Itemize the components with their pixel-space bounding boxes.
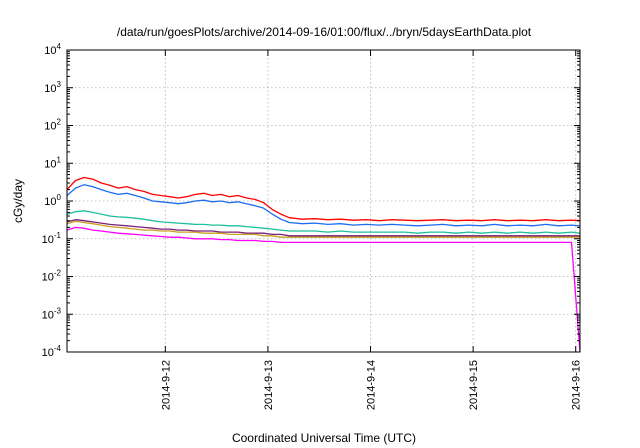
series-line-3 xyxy=(66,210,581,234)
x-tick-label: 2014-9-12 xyxy=(160,360,172,410)
y-tick-label: 104 xyxy=(44,42,61,57)
x-tick-label: 2014-9-15 xyxy=(468,360,480,410)
x-axis-ticks: 2014-9-12 2014-9-13 2014-9-14 2014-9-15 2014… xyxy=(160,50,583,410)
y-axis-ticks: 10-4 10-3 10-2 10-1 100 101 102 103 104 xyxy=(42,42,580,359)
series-line-6 xyxy=(66,226,581,353)
y-tick-label: 10-1 xyxy=(42,231,62,246)
grid-lines xyxy=(67,50,580,352)
series-line-1 xyxy=(66,176,581,222)
chart-title: /data/run/goesPlots/archive/2014-09-16/0… xyxy=(117,25,532,39)
y-tick-label: 10-3 xyxy=(42,306,62,321)
series-line-2 xyxy=(66,184,581,227)
x-axis-label: Coordinated Universal Time (UTC) xyxy=(232,431,416,445)
x-tick-label: 2014-9-14 xyxy=(366,360,378,410)
y-tick-label: 101 xyxy=(44,155,61,170)
y-axis-label: cGy/day xyxy=(11,179,25,223)
x-tick-label: 2014-9-13 xyxy=(263,360,275,410)
y-tick-label: 103 xyxy=(44,80,61,95)
y-tick-label: 10-4 xyxy=(42,344,62,359)
series-lines xyxy=(66,176,581,353)
x-tick-label: 2014-9-16 xyxy=(571,360,583,410)
y-tick-label: 102 xyxy=(44,118,61,133)
y-tick-label: 10-2 xyxy=(42,269,62,284)
series-line-4 xyxy=(66,219,580,237)
series-line-5 xyxy=(66,220,580,238)
y-tick-label: 100 xyxy=(44,193,61,208)
